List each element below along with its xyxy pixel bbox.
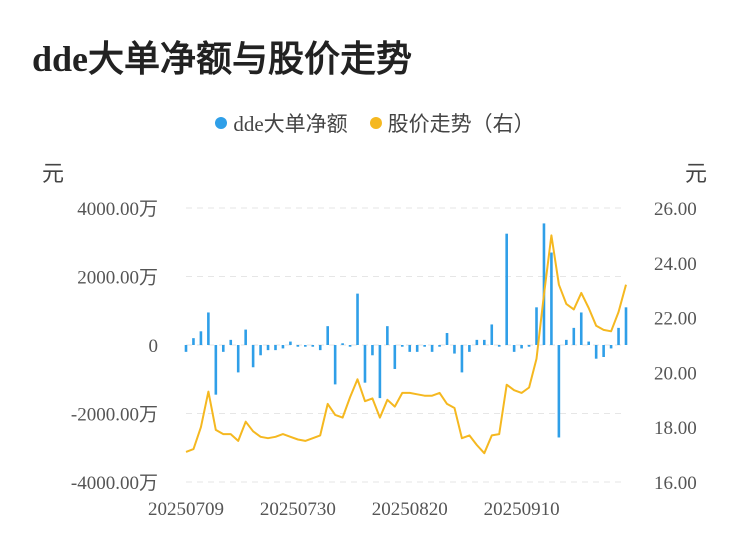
dde-bar[interactable]: [318, 345, 322, 351]
dde-bar[interactable]: [251, 345, 255, 368]
dde-bar[interactable]: [438, 345, 441, 347]
left-tick-label: 2000.00万: [77, 268, 158, 289]
dde-bar[interactable]: [453, 345, 456, 354]
dde-bar[interactable]: [348, 345, 352, 347]
dde-bar[interactable]: [460, 345, 464, 373]
price-line[interactable]: [185, 234, 627, 455]
dde-bar[interactable]: [468, 345, 471, 352]
left-tick-label: 4000.00万: [77, 199, 158, 220]
dde-bar[interactable]: [296, 345, 300, 347]
right-tick-label: 26.00: [654, 199, 697, 220]
right-tick-label: 24.00: [654, 254, 697, 275]
dde-bar[interactable]: [617, 327, 620, 345]
right-tick-label: 20.00: [654, 363, 697, 384]
dde-bar[interactable]: [483, 339, 486, 345]
right-axis-unit: 元: [685, 161, 708, 186]
dde-bar[interactable]: [535, 307, 538, 345]
dde-bar[interactable]: [184, 345, 188, 352]
dde-bar[interactable]: [609, 345, 613, 349]
legend-dot-dde: [215, 117, 228, 129]
chart-legend: dde大单净额 股价走势（右）: [0, 108, 750, 138]
dde-bar[interactable]: [557, 345, 561, 438]
axis-ticks: 4000.00万 2000.00万 0 -2000.00万 -4000.00万 26.00…: [71, 199, 697, 520]
dde-bar[interactable]: [423, 345, 426, 347]
dde-bar[interactable]: [259, 345, 262, 356]
legend-dot-price: [369, 117, 382, 129]
dde-bar[interactable]: [602, 345, 605, 357]
dde-bar[interactable]: [236, 345, 240, 373]
left-axis-unit: 元: [42, 161, 65, 186]
dde-bar[interactable]: [430, 345, 434, 352]
left-tick-label: -2000.00万: [71, 405, 158, 426]
dde-bar[interactable]: [490, 324, 494, 345]
dde-bar[interactable]: [542, 223, 546, 345]
left-tick-label: 0: [149, 336, 159, 357]
dde-bar[interactable]: [199, 331, 203, 345]
dde-bar[interactable]: [505, 233, 508, 345]
dde-bar[interactable]: [594, 345, 598, 359]
dde-bar[interactable]: [408, 345, 412, 352]
dde-bar[interactable]: [475, 339, 479, 345]
right-tick-label: 18.00: [654, 418, 697, 439]
dde-bar[interactable]: [326, 326, 329, 345]
dde-bar[interactable]: [393, 345, 397, 369]
x-tick-label: 20250709: [148, 499, 224, 520]
dde-bar[interactable]: [512, 345, 516, 352]
dde-bar[interactable]: [386, 326, 389, 345]
dde-bar[interactable]: [378, 345, 382, 399]
legend-item-dde[interactable]: dde大单净额: [215, 108, 348, 138]
price-line-group: [185, 234, 627, 455]
right-tick-label: 16.00: [654, 473, 697, 494]
dde-bar[interactable]: [341, 343, 344, 345]
dde-bar[interactable]: [579, 312, 583, 345]
legend-label-dde: dde大单净额: [233, 112, 348, 136]
dde-bar[interactable]: [304, 345, 307, 347]
dde-bar[interactable]: [274, 345, 277, 351]
dde-bar[interactable]: [244, 329, 247, 345]
dde-bar[interactable]: [572, 327, 576, 345]
dde-bar[interactable]: [289, 341, 292, 345]
dde-bar[interactable]: [445, 333, 449, 345]
dde-bar[interactable]: [356, 293, 359, 345]
dde-bar[interactable]: [229, 339, 233, 345]
dde-bar[interactable]: [311, 345, 315, 347]
dde-bars: [184, 223, 628, 438]
dde-bar[interactable]: [400, 345, 404, 347]
dde-bar[interactable]: [624, 307, 628, 345]
dde-bar[interactable]: [587, 341, 591, 345]
x-tick-label: 20250910: [484, 499, 560, 520]
dde-bar[interactable]: [527, 345, 531, 347]
dde-bar[interactable]: [281, 345, 285, 349]
dde-bar[interactable]: [214, 345, 218, 395]
left-tick-label: -4000.00万: [71, 473, 158, 494]
x-tick-label: 20250730: [260, 499, 336, 520]
dde-bar[interactable]: [207, 312, 210, 345]
dde-bar[interactable]: [221, 345, 225, 352]
dde-bar[interactable]: [371, 345, 374, 356]
dde-bar[interactable]: [550, 252, 553, 345]
dde-bar[interactable]: [192, 338, 195, 345]
legend-item-price[interactable]: 股价走势（右）: [369, 108, 535, 138]
dde-bar[interactable]: [520, 345, 523, 349]
chart-title: dde大单净额与股价走势: [32, 39, 413, 79]
dde-bar[interactable]: [333, 345, 337, 385]
right-tick-label: 22.00: [654, 309, 697, 330]
dde-bar[interactable]: [415, 345, 419, 352]
x-tick-label: 20250820: [372, 499, 448, 520]
legend-label-price: 股价走势（右）: [387, 112, 535, 136]
dde-bar[interactable]: [565, 339, 568, 345]
dde-bar[interactable]: [497, 345, 501, 347]
dde-bar[interactable]: [363, 345, 367, 383]
dde-bar[interactable]: [266, 345, 270, 351]
